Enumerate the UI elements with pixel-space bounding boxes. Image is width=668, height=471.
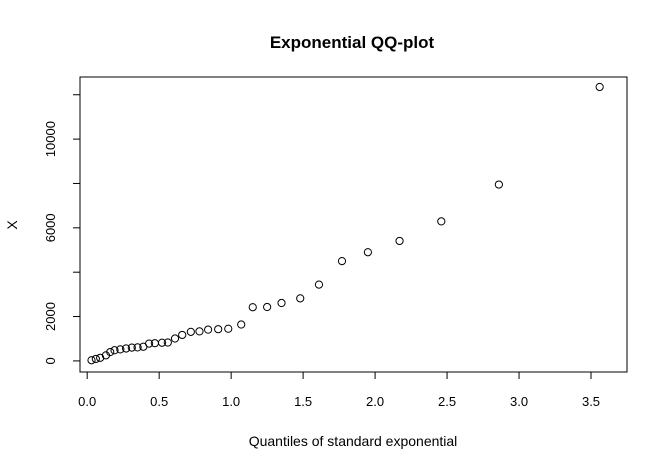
x-tick-label: 1.5 xyxy=(294,394,312,409)
data-point xyxy=(214,325,223,334)
data-point xyxy=(91,354,100,364)
data-point xyxy=(237,320,246,329)
data-point xyxy=(106,347,115,357)
y-axis: 0 2000 6000 10000 xyxy=(43,94,81,365)
data-point xyxy=(204,325,213,334)
data-point xyxy=(595,82,604,92)
data-point xyxy=(157,338,167,347)
data-point xyxy=(296,294,305,303)
x-tick-label: 0.5 xyxy=(150,394,168,409)
data-point xyxy=(121,344,131,353)
data-points xyxy=(87,82,604,365)
y-tick-label: 10000 xyxy=(43,121,58,157)
data-point xyxy=(127,343,136,352)
data-point xyxy=(144,339,154,348)
data-point xyxy=(163,338,172,347)
data-point xyxy=(263,302,272,312)
x-tick-label: 1.0 xyxy=(222,394,240,409)
data-point xyxy=(110,346,119,355)
data-point xyxy=(195,327,204,336)
data-point xyxy=(224,324,233,333)
data-point xyxy=(133,343,142,352)
data-point xyxy=(314,280,324,289)
data-point xyxy=(437,217,446,226)
y-tick-label: 2000 xyxy=(43,302,58,331)
data-point xyxy=(178,330,187,340)
y-tick-label: 0 xyxy=(43,357,58,364)
chart-title: Exponential QQ-plot xyxy=(270,33,435,52)
data-point xyxy=(170,334,180,343)
x-axis-label: Quantiles of standard exponential xyxy=(249,433,458,449)
data-point xyxy=(277,298,286,308)
x-tick-label: 3.0 xyxy=(510,394,528,409)
x-tick-label: 0.0 xyxy=(78,394,96,409)
plot-frame xyxy=(79,76,628,373)
data-point xyxy=(494,180,503,189)
data-point xyxy=(395,236,404,246)
x-axis: 0.0 0.5 1.0 1.5 2.0 2.5 3.0 3.5 xyxy=(78,371,600,409)
x-tick-label: 2.0 xyxy=(366,394,384,409)
data-point xyxy=(337,256,347,266)
y-axis-label: X xyxy=(4,220,20,230)
x-tick-label: 2.5 xyxy=(438,394,456,409)
x-tick-label: 3.5 xyxy=(582,394,600,409)
data-point xyxy=(116,345,125,354)
y-tick-label: 6000 xyxy=(43,213,58,242)
data-point xyxy=(87,356,96,365)
data-point xyxy=(248,303,257,312)
data-point xyxy=(363,248,372,257)
data-point xyxy=(186,327,195,336)
data-point xyxy=(96,353,105,362)
